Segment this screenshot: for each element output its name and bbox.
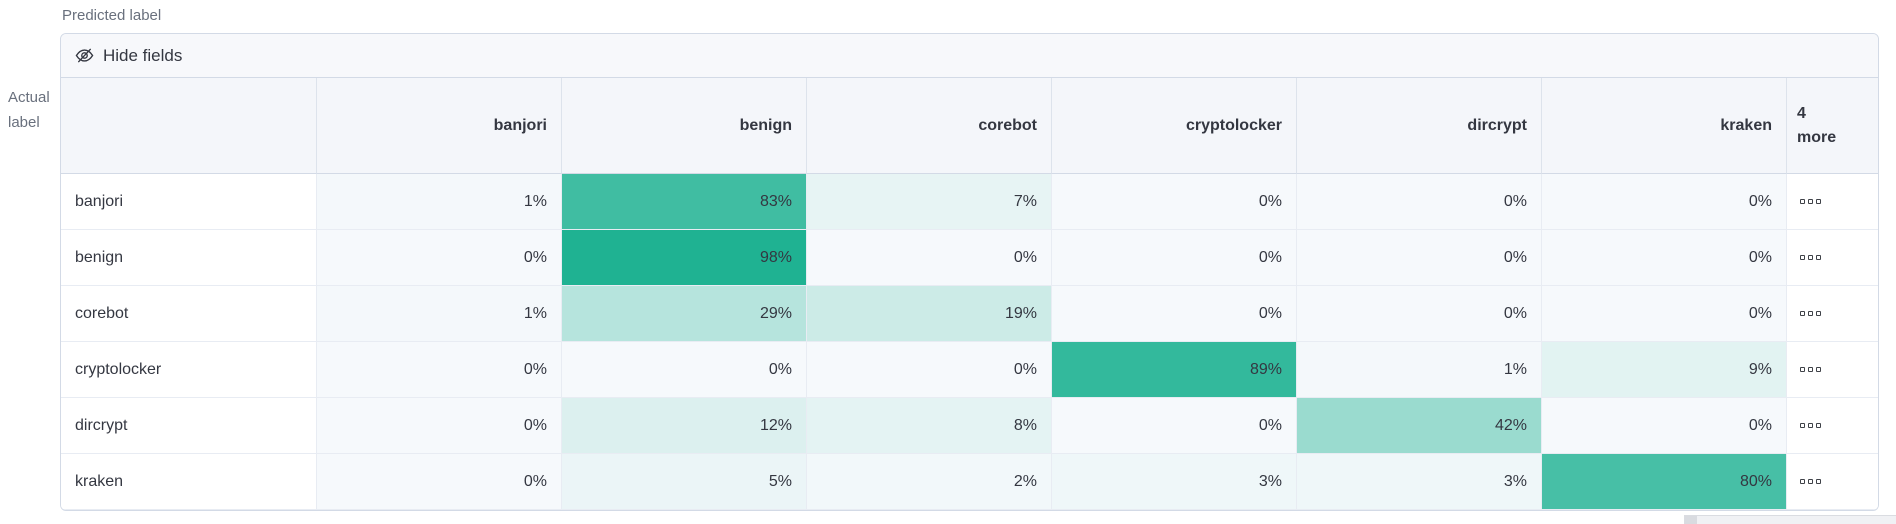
matrix-cell[interactable]: 19% [807,286,1052,342]
matrix-cell[interactable]: 0% [1542,286,1787,342]
matrix-cell[interactable]: 0% [1297,174,1542,230]
row-label-corebot[interactable]: corebot [61,286,317,342]
matrix-cell[interactable]: 29% [562,286,807,342]
matrix-cell[interactable]: 3% [1052,454,1297,510]
row-actions-button[interactable] [1798,421,1823,430]
row-label-benign[interactable]: benign [61,230,317,286]
row-actions-button[interactable] [1798,253,1823,262]
scrollbar-thumb[interactable] [1685,516,1697,524]
matrix-cell[interactable]: 1% [317,174,562,230]
matrix-cell[interactable]: 0% [317,342,562,398]
row-label-banjori[interactable]: banjori [61,174,317,230]
column-header-benign[interactable]: benign [562,78,807,174]
column-header-dircrypt[interactable]: dircrypt [1297,78,1542,174]
row-label-dircrypt[interactable]: dircrypt [61,398,317,454]
matrix-cell[interactable]: 0% [317,398,562,454]
row-actions-cell [1787,230,1878,286]
boxes-horizontal-icon [1800,367,1821,372]
column-header-kraken[interactable]: kraken [1542,78,1787,174]
matrix-cell[interactable]: 5% [562,454,807,510]
column-header-more[interactable]: 4 more [1787,78,1878,174]
matrix-cell[interactable]: 7% [807,174,1052,230]
eye-slash-icon [75,46,94,65]
column-header-banjori[interactable]: banjori [317,78,562,174]
column-header-cryptolocker[interactable]: cryptolocker [1052,78,1297,174]
matrix-cell[interactable]: 89% [1052,342,1297,398]
matrix-cell[interactable]: 12% [562,398,807,454]
matrix-cell[interactable]: 0% [807,342,1052,398]
matrix-cell[interactable]: 1% [1297,342,1542,398]
boxes-horizontal-icon [1800,479,1821,484]
actual-axis-label: Actual label [8,86,50,136]
hide-fields-button[interactable]: Hide fields [75,46,182,66]
boxes-horizontal-icon [1800,199,1821,204]
boxes-horizontal-icon [1800,255,1821,260]
matrix-cell[interactable]: 0% [1542,398,1787,454]
row-actions-button[interactable] [1798,365,1823,374]
row-actions-cell [1787,286,1878,342]
actual-axis-label-line2: label [8,113,40,131]
matrix-cell[interactable]: 0% [1542,174,1787,230]
matrix-cell[interactable]: 42% [1297,398,1542,454]
hide-fields-label: Hide fields [103,45,183,65]
matrix-cell[interactable]: 0% [1052,398,1297,454]
row-label-kraken[interactable]: kraken [61,454,317,510]
matrix-corner-cell [61,78,317,174]
matrix-cell[interactable]: 8% [807,398,1052,454]
row-actions-cell [1787,398,1878,454]
matrix-cell[interactable]: 98% [562,230,807,286]
boxes-horizontal-icon [1800,311,1821,316]
row-actions-button[interactable] [1798,477,1823,486]
grid-toolbar: Hide fields [61,34,1878,78]
matrix-cell[interactable]: 0% [317,454,562,510]
matrix-cell[interactable]: 0% [562,342,807,398]
actual-axis-label-line1: Actual [8,89,50,106]
matrix-cell[interactable]: 0% [1052,286,1297,342]
matrix-cell[interactable]: 9% [1542,342,1787,398]
row-actions-cell [1787,454,1878,510]
row-label-cryptolocker[interactable]: cryptolocker [61,342,317,398]
matrix-cell[interactable]: 3% [1297,454,1542,510]
predicted-axis-label: Predicted label [62,7,162,24]
confusion-matrix-panel: Hide fields banjori benign corebot cryptolo… [60,33,1879,511]
horizontal-scrollbar[interactable] [1684,515,1896,524]
row-actions-button[interactable] [1798,309,1823,318]
matrix-cell[interactable]: 0% [317,230,562,286]
matrix-cell[interactable]: 1% [317,286,562,342]
matrix-cell[interactable]: 0% [1297,286,1542,342]
matrix-cell[interactable]: 2% [807,454,1052,510]
row-actions-cell [1787,174,1878,230]
matrix-cell[interactable]: 0% [1297,230,1542,286]
column-header-corebot[interactable]: corebot [807,78,1052,174]
matrix-cell[interactable]: 0% [1052,174,1297,230]
row-actions-cell [1787,342,1878,398]
row-actions-button[interactable] [1798,197,1823,206]
matrix-cell[interactable]: 0% [807,230,1052,286]
matrix-cell[interactable]: 83% [562,174,807,230]
confusion-matrix: banjori benign corebot cryptolocker dircrypt… [61,78,1878,510]
boxes-horizontal-icon [1800,423,1821,428]
matrix-cell[interactable]: 0% [1052,230,1297,286]
matrix-cell[interactable]: 0% [1542,230,1787,286]
matrix-cell[interactable]: 80% [1542,454,1787,510]
